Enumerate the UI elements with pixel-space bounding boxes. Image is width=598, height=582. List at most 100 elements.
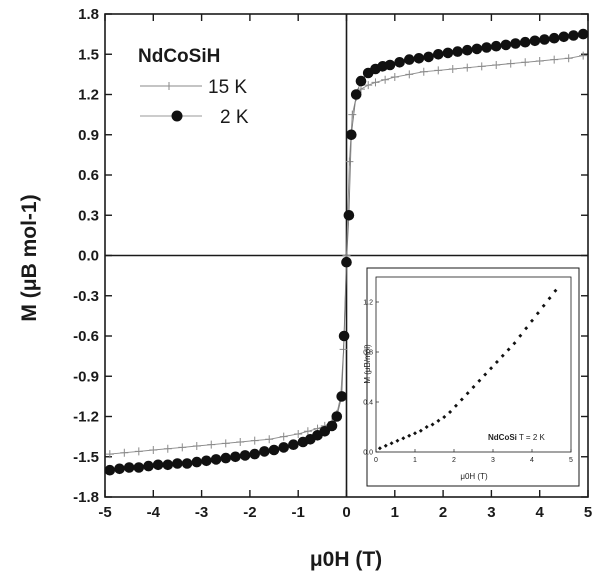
series-15k-point	[134, 447, 143, 456]
inset-point	[524, 326, 529, 331]
series-2k-point	[404, 54, 415, 65]
series-15k-point	[105, 450, 114, 459]
series-2k-point	[384, 59, 396, 71]
series-2k-point	[529, 35, 541, 47]
y-tick-label: 0.0	[78, 248, 99, 265]
series-2k-point	[341, 256, 352, 268]
series-2k-point	[462, 44, 473, 56]
series-2k-point	[577, 28, 589, 40]
series-15k-point	[381, 75, 390, 84]
series-2k-point	[249, 448, 260, 460]
series-2k-point	[471, 43, 483, 55]
inset-chart: 0 1 2 3 4 5 0.0 0.4 0.8 1.2 μ0H (T) M (μB/mol) N…	[363, 267, 580, 487]
y-tick-label: 0.9	[78, 127, 99, 144]
x-tick-label: -1	[292, 504, 305, 521]
inset-point	[395, 438, 400, 443]
inset-frame	[366, 267, 580, 487]
y-tick-label: -1.8	[73, 489, 99, 506]
series-2k-point	[346, 129, 357, 141]
x-tick-label: 4	[536, 504, 545, 521]
inset-x-tick-labels: 0 1 2 3 4 5	[374, 457, 573, 464]
inset-y-tick-label: 1.2	[363, 300, 373, 307]
series-2k-point	[152, 459, 164, 471]
series-2k-point	[433, 49, 444, 60]
inset-point	[494, 360, 499, 364]
x-tick-label: 3	[487, 504, 495, 521]
series-2k-point	[259, 446, 270, 457]
inset-annotation: NdCoSi T = 2 K	[488, 433, 546, 442]
series-2k-point	[210, 454, 222, 465]
y-tick-label: -0.9	[73, 368, 99, 385]
series-2k-point	[442, 47, 454, 59]
inset-point	[489, 366, 494, 371]
inset-point	[471, 385, 476, 389]
legend-marker-2k	[171, 110, 183, 122]
series-15k-point	[492, 60, 501, 69]
inset-point	[453, 403, 458, 408]
series-15k-point	[506, 59, 515, 68]
inset-point	[541, 303, 546, 308]
series-2k-point	[191, 456, 203, 468]
series-2k-point	[331, 411, 343, 422]
x-tick-label: 5	[584, 504, 592, 521]
legend-label-2k: 2 K	[220, 107, 249, 128]
series-2k-point	[490, 40, 502, 52]
inset-point	[535, 311, 540, 316]
inset-annotation-temp: T = 2 K	[517, 433, 546, 442]
series-15k-point	[303, 427, 312, 436]
series-15k-point	[163, 444, 172, 453]
y-tick-label: -0.6	[73, 328, 99, 345]
axis-ticks	[104, 13, 589, 498]
series-2k-point	[114, 463, 125, 475]
series-2k-point	[548, 32, 560, 44]
y-tick-label: -1.5	[73, 449, 99, 466]
series-2k-point	[319, 426, 331, 437]
series-2k-point	[338, 330, 350, 342]
inset-annotation-sample: NdCoSi	[488, 433, 517, 442]
series-15k-point	[521, 58, 530, 67]
series-15k-point	[207, 440, 216, 449]
series-2k-point	[350, 89, 362, 100]
inset-point	[424, 425, 429, 429]
legend-title: NdCoSiH	[138, 46, 220, 67]
series-15k-point	[178, 443, 187, 452]
series-15k-point	[419, 67, 428, 76]
inset-point	[442, 415, 447, 419]
inset-y-tick-label: 0.8	[363, 350, 373, 357]
series-2k	[104, 28, 589, 476]
series-2k-point	[452, 46, 463, 57]
inset-point	[512, 341, 517, 346]
inset-point	[553, 288, 558, 293]
inset-point	[500, 353, 505, 358]
series-2k-point	[133, 462, 145, 473]
x-tick-label: 1	[391, 504, 399, 521]
series-2k-point	[510, 38, 521, 49]
series-2k-point	[162, 459, 174, 471]
y-tick-label: -0.3	[73, 288, 99, 305]
series-15k-point	[279, 432, 288, 441]
x-tick-label: -3	[195, 504, 208, 521]
series-2k-point	[519, 36, 531, 48]
series-2k-point	[336, 391, 348, 402]
series-2k-point	[172, 458, 183, 469]
legend-marker-15k	[165, 82, 173, 90]
inset-x-tick-label: 0	[374, 457, 378, 464]
series-15k-point	[250, 436, 259, 445]
series-2k-point	[500, 39, 512, 51]
series-15k-point	[434, 66, 443, 75]
y-tick-label: 1.8	[78, 6, 99, 23]
y-tick-label: 1.2	[78, 87, 99, 104]
x-tick-label: 0	[342, 504, 350, 521]
series-2k-point	[123, 462, 135, 473]
inset-point	[389, 441, 394, 446]
inset-x-tick-label: 2	[452, 457, 456, 464]
inset-point	[448, 410, 453, 414]
series-15k-point	[579, 51, 588, 60]
series-2k-point	[423, 51, 434, 63]
y-tick-label: 0.3	[78, 207, 99, 224]
inset-y-tick-label: 0.4	[363, 400, 373, 407]
series-2k-point	[230, 451, 241, 463]
series-15k-point	[463, 63, 472, 72]
series-15k-point	[120, 448, 129, 457]
x-tick-label: -5	[98, 504, 111, 521]
